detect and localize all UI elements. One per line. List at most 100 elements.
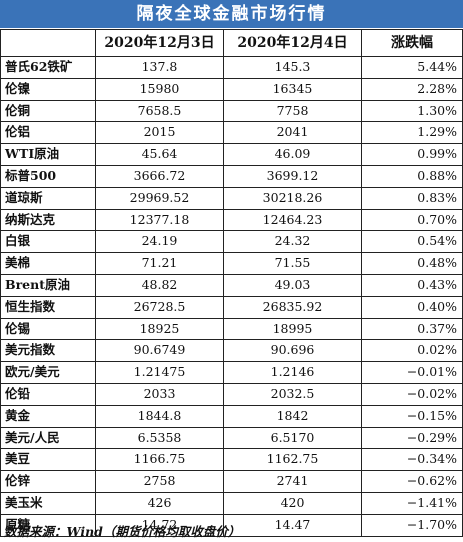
value-dec-4: 3699.12 xyxy=(223,164,362,188)
change-percent: 0.43% xyxy=(361,273,463,297)
value-dec-3: 426 xyxy=(95,491,224,515)
value-dec-3: 48.82 xyxy=(95,273,224,297)
table-row: 道琼斯 29969.52 30218.26 0.83% xyxy=(0,186,463,210)
table-header-row: 2020年12月3日 2020年12月4日 涨跌幅 xyxy=(0,29,463,57)
value-dec-4: 7758 xyxy=(223,99,362,123)
instrument-name: 欧元/美元 xyxy=(0,361,96,384)
value-dec-3: 15980 xyxy=(95,77,224,101)
table-body: 普氏62铁矿 137.8 145.3 5.44% 伦镍 15980 16345 2.28% 伦铜… xyxy=(0,56,463,537)
instrument-name: 道琼斯 xyxy=(0,186,96,210)
value-dec-4: 46.09 xyxy=(223,143,362,166)
change-percent: 0.88% xyxy=(361,164,463,188)
table-row: 原糖 14.72 14.47 −1.70% xyxy=(0,513,463,537)
table-row: 黄金 1844.8 1842 −0.15% xyxy=(0,404,463,428)
instrument-name: 美元指数 xyxy=(0,339,96,363)
value-dec-3: 1844.8 xyxy=(95,404,224,428)
change-percent: 1.30% xyxy=(361,99,463,123)
instrument-name: 标普500 xyxy=(0,164,96,188)
instrument-name: 伦锡 xyxy=(0,317,96,341)
instrument-name: 美棉 xyxy=(0,252,96,275)
change-percent: −1.70% xyxy=(361,513,463,537)
change-percent: 0.99% xyxy=(361,143,463,166)
table-row: Brent原油 48.82 49.03 0.43% xyxy=(0,273,463,297)
value-dec-4: 6.5170 xyxy=(223,426,362,450)
instrument-name: Brent原油 xyxy=(0,273,96,297)
value-dec-3: 137.8 xyxy=(95,56,224,79)
instrument-name: 原糖 xyxy=(0,513,96,537)
table-row: 标普500 3666.72 3699.12 0.88% xyxy=(0,164,463,188)
change-percent: 0.54% xyxy=(361,230,463,254)
instrument-name: 伦铝 xyxy=(0,121,96,145)
change-percent: 0.40% xyxy=(361,295,463,319)
instrument-name: 普氏62铁矿 xyxy=(0,56,96,79)
table-row: 美元指数 90.6749 90.696 0.02% xyxy=(0,339,463,363)
source-note: 数据来源：Wind（期货价格均取收盘价） xyxy=(4,524,241,539)
change-percent: 0.83% xyxy=(361,186,463,210)
value-dec-3: 18925 xyxy=(95,317,224,341)
instrument-name: 黄金 xyxy=(0,404,96,428)
instrument-name: 伦镍 xyxy=(0,77,96,101)
value-dec-3: 1.21475 xyxy=(95,361,224,384)
change-percent: −0.62% xyxy=(361,470,463,493)
change-percent: −0.29% xyxy=(361,426,463,450)
change-percent: 0.02% xyxy=(361,339,463,363)
value-dec-3: 12377.18 xyxy=(95,208,224,232)
instrument-name: 纳斯达克 xyxy=(0,208,96,232)
value-dec-4: 1.2146 xyxy=(223,361,362,384)
header-date-1: 2020年12月3日 xyxy=(95,29,224,57)
value-dec-4: 71.55 xyxy=(223,252,362,275)
value-dec-4: 1842 xyxy=(223,404,362,428)
table-row: 伦铅 2033 2032.5 −0.02% xyxy=(0,382,463,406)
value-dec-4: 26835.92 xyxy=(223,295,362,319)
value-dec-3: 2015 xyxy=(95,121,224,145)
change-percent: 1.29% xyxy=(361,121,463,145)
header-name xyxy=(0,29,96,57)
value-dec-4: 1162.75 xyxy=(223,448,362,472)
value-dec-4: 420 xyxy=(223,491,362,515)
value-dec-3: 1166.75 xyxy=(95,448,224,472)
value-dec-4: 30218.26 xyxy=(223,186,362,210)
value-dec-4: 24.32 xyxy=(223,230,362,254)
table-row: 欧元/美元 1.21475 1.2146 −0.01% xyxy=(0,361,463,384)
value-dec-3: 2758 xyxy=(95,470,224,493)
value-dec-3: 26728.5 xyxy=(95,295,224,319)
value-dec-3: 29969.52 xyxy=(95,186,224,210)
value-dec-4: 14.47 xyxy=(223,513,362,537)
value-dec-4: 2741 xyxy=(223,470,362,493)
table-row: 白银 24.19 24.32 0.54% xyxy=(0,230,463,254)
value-dec-4: 49.03 xyxy=(223,273,362,297)
change-percent: 0.48% xyxy=(361,252,463,275)
change-percent: 0.37% xyxy=(361,317,463,341)
page-title: 隔夜全球金融市场行情 xyxy=(0,0,463,28)
table-row: 美元/人民 6.5358 6.5170 −0.29% xyxy=(0,426,463,450)
value-dec-3: 90.6749 xyxy=(95,339,224,363)
instrument-name: 美豆 xyxy=(0,448,96,472)
change-percent: 0.70% xyxy=(361,208,463,232)
table-row: 恒生指数 26728.5 26835.92 0.40% xyxy=(0,295,463,319)
table-row: 纳斯达克 12377.18 12464.23 0.70% xyxy=(0,208,463,232)
instrument-name: 伦铜 xyxy=(0,99,96,123)
table-row: 美玉米 426 420 −1.41% xyxy=(0,491,463,515)
instrument-name: 恒生指数 xyxy=(0,295,96,319)
change-percent: −0.15% xyxy=(361,404,463,428)
value-dec-3: 6.5358 xyxy=(95,426,224,450)
instrument-name: 美元/人民 xyxy=(0,426,96,450)
header-date-2: 2020年12月4日 xyxy=(223,29,362,57)
table-row: 伦锡 18925 18995 0.37% xyxy=(0,317,463,341)
value-dec-4: 16345 xyxy=(223,77,362,101)
change-percent: −0.02% xyxy=(361,382,463,406)
value-dec-3: 3666.72 xyxy=(95,164,224,188)
instrument-name: 白银 xyxy=(0,230,96,254)
value-dec-3: 71.21 xyxy=(95,252,224,275)
value-dec-3: 24.19 xyxy=(95,230,224,254)
value-dec-4: 12464.23 xyxy=(223,208,362,232)
change-percent: −0.34% xyxy=(361,448,463,472)
table-row: 伦铝 2015 2041 1.29% xyxy=(0,121,463,145)
value-dec-3: 7658.5 xyxy=(95,99,224,123)
instrument-name: 伦锌 xyxy=(0,470,96,493)
instrument-name: WTI原油 xyxy=(0,143,96,166)
table-row: 伦铜 7658.5 7758 1.30% xyxy=(0,99,463,123)
value-dec-4: 145.3 xyxy=(223,56,362,79)
value-dec-4: 90.696 xyxy=(223,339,362,363)
